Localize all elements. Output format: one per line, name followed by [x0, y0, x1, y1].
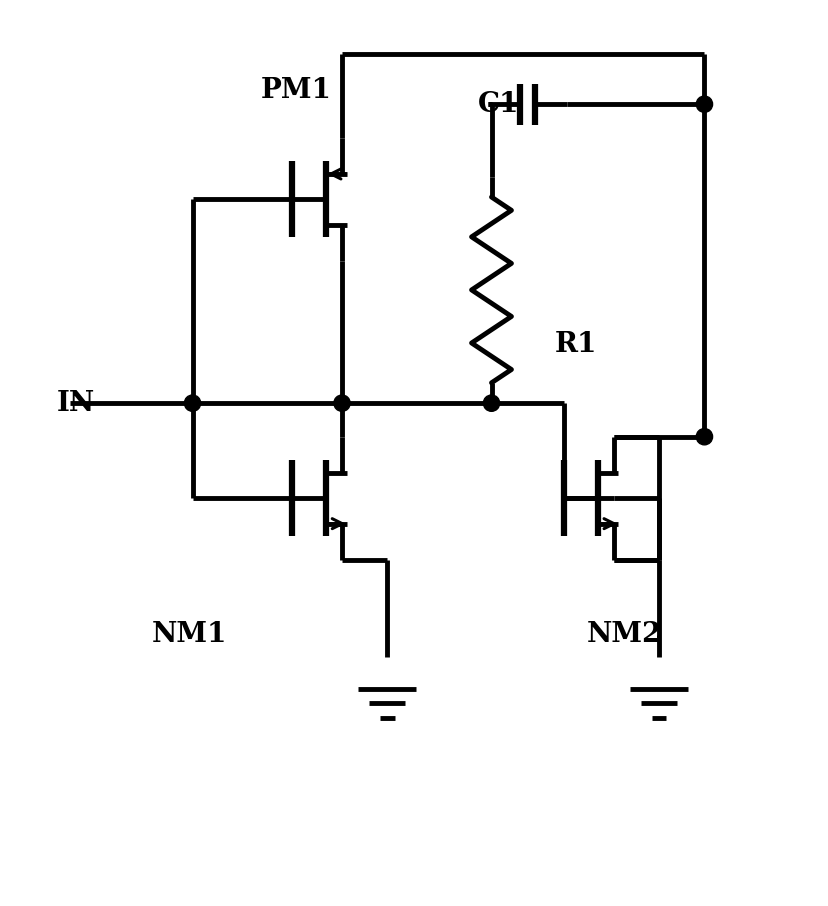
Text: C1: C1	[478, 91, 518, 118]
Circle shape	[483, 395, 499, 411]
Text: NM2: NM2	[586, 621, 662, 648]
Circle shape	[696, 429, 712, 445]
Text: R1: R1	[554, 331, 597, 358]
Circle shape	[696, 96, 712, 112]
Circle shape	[334, 395, 349, 411]
Text: NM1: NM1	[152, 621, 227, 648]
Text: PM1: PM1	[260, 77, 331, 104]
Circle shape	[184, 395, 200, 411]
Text: IN: IN	[56, 390, 94, 417]
